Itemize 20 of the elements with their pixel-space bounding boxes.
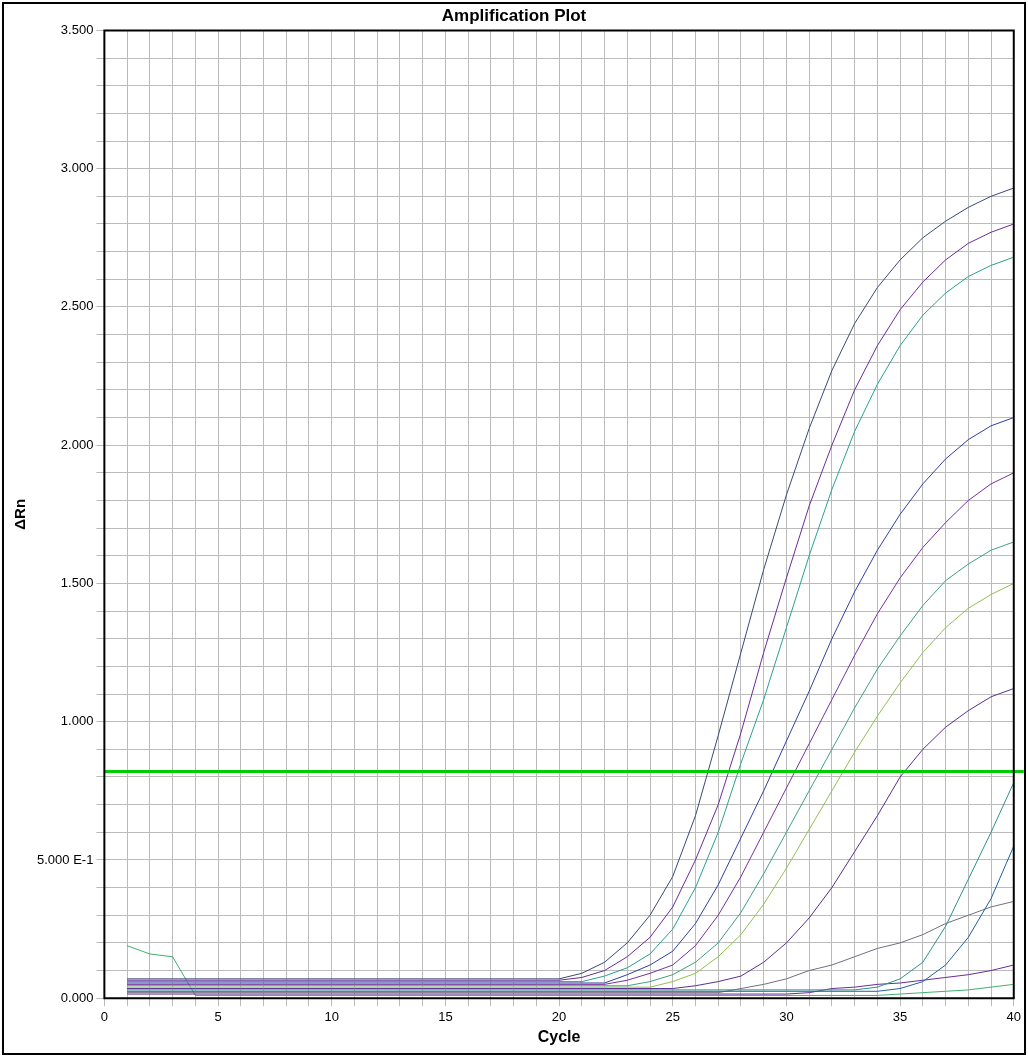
y-tick-label: 1.000 (60, 713, 94, 729)
x-tick-label: 5 (214, 1008, 222, 1024)
x-tick-label: 35 (892, 1008, 908, 1024)
x-axis-title: Cycle (537, 1027, 581, 1045)
x-tick-label: 10 (324, 1008, 339, 1024)
y-tick-label: 5.000 E-1 (37, 851, 94, 867)
y-axis-title: ΔRn (11, 498, 29, 530)
y-tick-label: 1.500 (60, 575, 94, 591)
y-tick-label: 2.000 (60, 436, 94, 452)
x-tick-label: 30 (779, 1008, 794, 1024)
y-tick-label: 2.500 (60, 298, 94, 314)
chart-title: Amplification Plot (441, 5, 587, 25)
y-tick-label: 0.000 (60, 989, 94, 1005)
x-tick-label: 40 (1006, 1008, 1021, 1024)
x-tick-label: 15 (438, 1008, 453, 1024)
y-tick-label: 3.500 (60, 21, 94, 37)
x-tick-label: 0 (100, 1008, 108, 1024)
x-tick-label: 20 (551, 1008, 567, 1024)
y-tick-label: 3.000 (60, 160, 94, 176)
x-tick-label: 25 (665, 1008, 680, 1024)
